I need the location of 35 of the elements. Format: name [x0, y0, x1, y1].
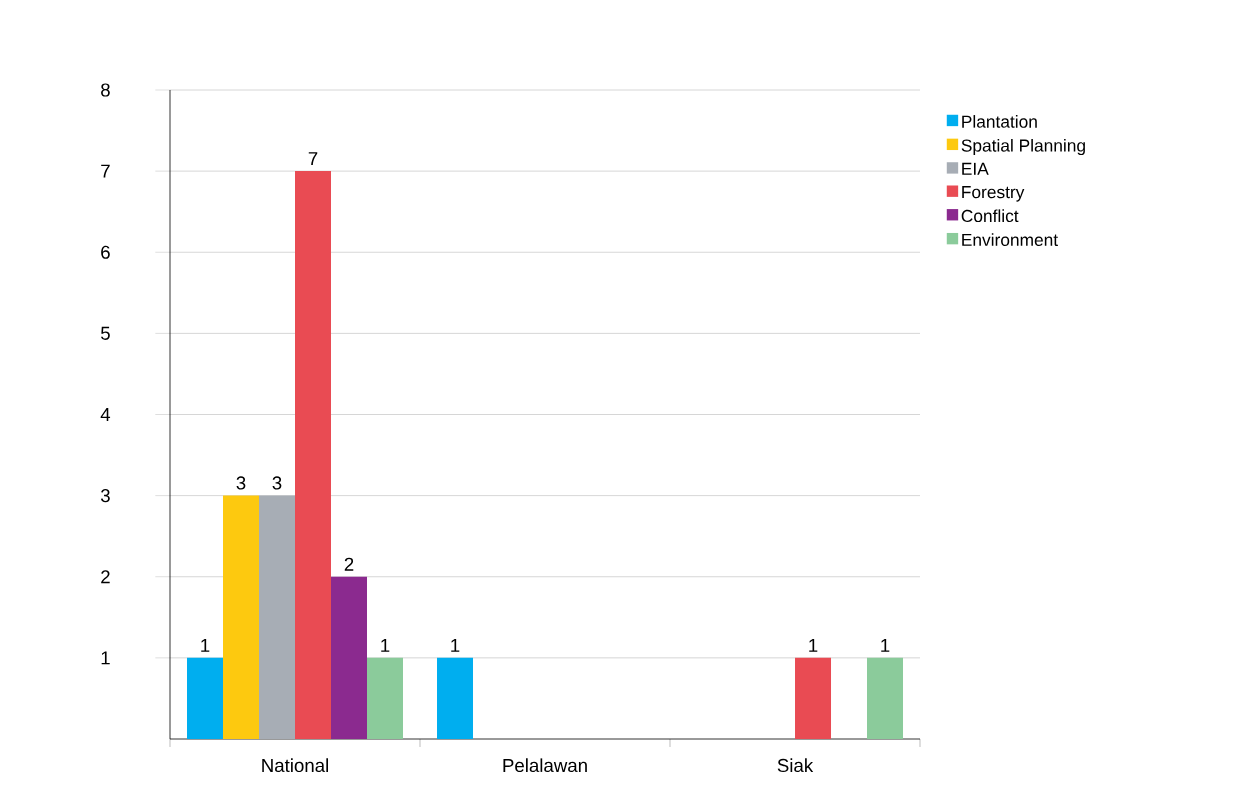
y-tick-label: 6: [101, 245, 110, 259]
bar: [331, 576, 368, 739]
y-tick-label: 5: [100, 326, 110, 340]
legend-label: EIA: [962, 162, 989, 175]
data-label: 1: [809, 638, 818, 652]
bar: [187, 657, 224, 739]
x-tick-label: National: [262, 758, 328, 773]
bar: [795, 657, 832, 739]
data-label: 1: [381, 638, 390, 652]
legend-label: Conflict: [961, 209, 1019, 223]
legend-label: Environment: [962, 233, 1058, 246]
data-label: 1: [201, 638, 210, 652]
y-tick-label: 2: [101, 570, 110, 584]
y-tick-label: 8: [101, 83, 110, 97]
data-label: 1: [881, 638, 890, 652]
x-tick-label: Siak: [777, 758, 814, 773]
y-tick-label: 7: [101, 164, 110, 178]
y-tick-label: 1: [101, 651, 110, 665]
bar: [437, 657, 474, 739]
bar: [223, 495, 259, 739]
legend-label: Forestry: [962, 186, 1025, 202]
bar: [367, 657, 404, 739]
x-tick-label: Pelalawan: [503, 758, 587, 773]
bar: [867, 657, 904, 739]
data-label: 3: [272, 476, 282, 490]
bar: [295, 171, 331, 739]
legend-label: Plantation: [962, 115, 1037, 128]
legend-label: Spatial Planning: [961, 138, 1085, 156]
bar: [259, 495, 295, 739]
data-label: 2: [344, 557, 354, 571]
y-tick-label: 3: [100, 489, 110, 503]
data-label: 3: [236, 476, 246, 490]
y-tick-label: 4: [100, 408, 111, 421]
data-label: 7: [308, 152, 318, 166]
data-label: 1: [451, 638, 460, 652]
